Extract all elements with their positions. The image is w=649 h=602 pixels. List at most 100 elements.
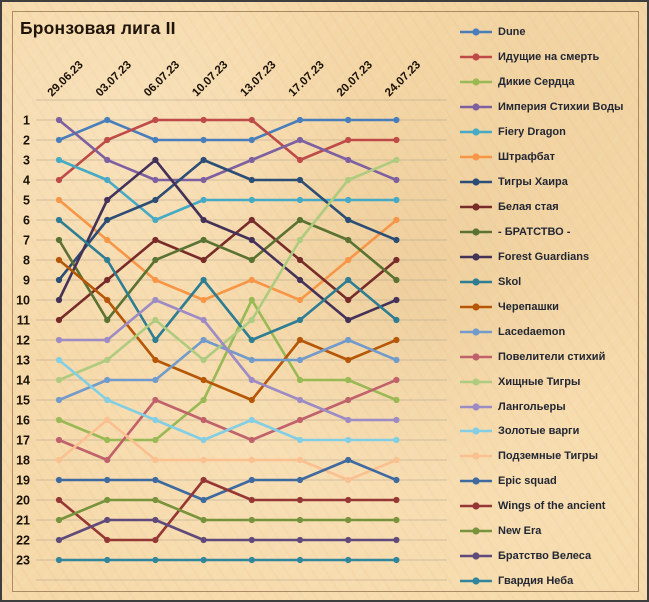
data-point-marker xyxy=(200,216,207,224)
data-point-marker xyxy=(152,556,159,564)
legend-label: Штрафбат xyxy=(498,151,556,164)
legend-marker-icon xyxy=(460,377,492,386)
data-point-marker xyxy=(104,356,111,364)
legend-label: Подземные Тигры xyxy=(498,450,598,463)
data-point-marker xyxy=(55,416,63,424)
series-line xyxy=(57,118,398,142)
data-point-marker xyxy=(104,116,111,124)
legend-item: Skol xyxy=(459,269,639,294)
data-point-marker xyxy=(393,496,400,504)
y-tick-label: 6 xyxy=(23,214,30,228)
series-line xyxy=(57,218,398,342)
legend-marker-icon xyxy=(460,103,492,111)
data-point-marker xyxy=(152,116,159,124)
data-point-marker xyxy=(200,476,207,484)
data-point-marker xyxy=(104,256,111,264)
data-point-marker xyxy=(200,176,207,184)
data-point-marker xyxy=(393,296,400,304)
data-point-marker xyxy=(152,196,159,204)
legend-label: Epic squad xyxy=(498,475,557,488)
data-point-marker xyxy=(296,296,304,304)
data-point-marker xyxy=(200,236,207,244)
data-point-marker xyxy=(345,436,352,444)
data-point-marker xyxy=(248,196,255,204)
data-point-marker xyxy=(296,136,304,144)
data-point-marker xyxy=(152,436,159,444)
data-point-marker xyxy=(152,176,159,184)
data-point-marker xyxy=(393,536,400,544)
y-tick-label: 15 xyxy=(16,394,30,408)
legend-item: Штрафбат xyxy=(459,145,639,170)
legend-marker-icon xyxy=(460,552,492,560)
x-tick-label: 06.07.23 xyxy=(142,59,182,99)
data-point-marker xyxy=(152,536,159,544)
data-point-marker xyxy=(200,416,207,424)
data-point-marker xyxy=(55,156,63,164)
data-point-marker xyxy=(248,336,255,344)
data-point-marker xyxy=(296,316,304,324)
data-point-marker xyxy=(152,336,159,344)
legend-item: New Era xyxy=(459,519,639,544)
y-tick-label: 2 xyxy=(23,134,30,148)
data-point-marker xyxy=(248,236,255,244)
data-point-marker xyxy=(55,376,63,384)
legend-marker-icon xyxy=(460,328,492,336)
legend-marker-icon xyxy=(460,427,492,436)
data-point-marker xyxy=(200,456,207,464)
legend-item: Идущие на смерть xyxy=(459,45,639,70)
data-point-marker xyxy=(345,256,352,264)
legend-label: Братство Велеса xyxy=(498,550,592,563)
series-line xyxy=(57,158,398,382)
data-point-marker xyxy=(104,436,111,444)
data-point-marker xyxy=(248,316,255,324)
data-point-marker xyxy=(104,496,111,504)
data-point-marker xyxy=(200,276,207,284)
legend-marker-icon xyxy=(460,128,492,136)
data-point-marker xyxy=(55,216,63,224)
data-point-marker xyxy=(55,256,63,264)
data-point-marker xyxy=(248,476,255,484)
data-point-marker xyxy=(393,396,400,404)
legend-item: Forest Guardians xyxy=(459,244,639,269)
legend-item: Тигры Хаира xyxy=(459,170,639,195)
legend-marker-icon xyxy=(460,203,492,211)
data-point-marker xyxy=(296,556,304,564)
legend-item: Lacedaemon xyxy=(459,319,639,344)
data-point-marker xyxy=(152,256,159,264)
y-tick-label: 10 xyxy=(16,294,30,308)
data-point-marker xyxy=(200,436,207,444)
data-point-marker xyxy=(55,556,63,564)
data-point-marker xyxy=(104,216,111,224)
series-line xyxy=(57,358,398,442)
data-point-marker xyxy=(55,336,63,344)
data-point-marker xyxy=(152,496,159,504)
legend-label: Повелители стихий xyxy=(498,350,606,363)
chart-title: Бронзовая лига II xyxy=(20,18,176,38)
x-tick-label: 13.07.23 xyxy=(238,59,278,99)
data-point-marker xyxy=(393,556,400,564)
data-point-marker xyxy=(104,176,111,184)
data-point-marker xyxy=(55,436,63,444)
data-point-marker xyxy=(393,316,400,324)
data-point-marker xyxy=(248,496,255,504)
data-point-marker xyxy=(296,116,304,124)
data-point-marker xyxy=(152,216,159,224)
legend-label: Lacedaemon xyxy=(498,325,566,338)
data-point-marker xyxy=(55,116,63,124)
legend-item: Гвардия Неба xyxy=(459,569,639,594)
data-point-marker xyxy=(393,136,400,144)
legend-marker-icon xyxy=(460,53,492,62)
legend-item: Wings of the ancient xyxy=(459,494,639,519)
data-point-marker xyxy=(104,276,111,284)
data-point-marker xyxy=(104,416,111,424)
y-tick-label: 12 xyxy=(16,334,30,348)
data-point-marker xyxy=(248,296,255,304)
y-tick-label: 1 xyxy=(23,114,30,128)
data-point-marker xyxy=(296,436,304,444)
legend-label: New Era xyxy=(498,525,542,538)
data-point-marker xyxy=(393,236,400,244)
data-point-marker xyxy=(393,436,400,444)
data-point-marker xyxy=(200,116,207,124)
data-point-marker xyxy=(345,536,352,544)
